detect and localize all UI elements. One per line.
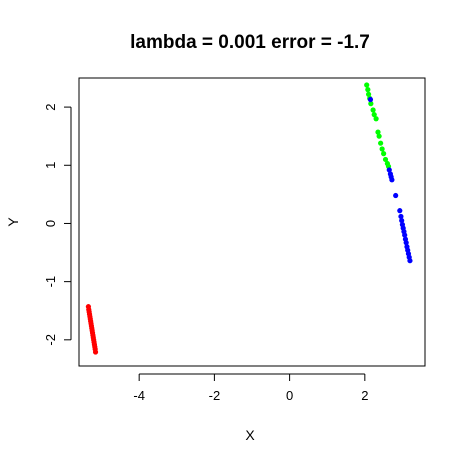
data-point [386, 167, 392, 173]
data-point [407, 258, 413, 264]
data-point [389, 177, 395, 183]
chart-title: lambda = 0.001 error = -1.7 [130, 32, 370, 53]
data-point [365, 87, 371, 93]
data-point [399, 217, 405, 224]
data-point [403, 240, 409, 246]
y-tick-label: -1 [43, 276, 58, 288]
data-point [364, 82, 370, 88]
x-tick-label: -4 [133, 388, 145, 403]
plot-frame [78, 77, 426, 367]
data-point [370, 107, 376, 113]
data-point [393, 192, 399, 199]
y-axis-label: Y [5, 217, 21, 227]
y-tick-label: 2 [43, 103, 58, 110]
data-point [367, 96, 374, 103]
x-axis-label: X [245, 427, 255, 443]
data-point [378, 140, 384, 146]
data-point [365, 91, 372, 97]
y-axis: -2 -1 0 1 2 [43, 103, 72, 346]
x-tick-label: -2 [209, 388, 221, 403]
y-tick-label: -2 [43, 334, 58, 346]
data-point [376, 133, 382, 139]
x-tick-label: 2 [361, 388, 368, 403]
x-axis: -4 -2 0 2 [133, 373, 368, 403]
data-point [398, 213, 404, 220]
data-point [397, 208, 403, 214]
data-point [371, 112, 377, 118]
data-points [85, 82, 413, 355]
data-point [402, 232, 408, 238]
y-tick-label: 0 [43, 220, 58, 227]
data-point [379, 146, 385, 152]
data-point [381, 151, 387, 157]
data-point [368, 101, 374, 107]
data-point [382, 156, 389, 163]
data-point [92, 349, 99, 355]
data-point [373, 116, 379, 122]
x-tick-label: 0 [286, 388, 293, 403]
data-point [375, 129, 381, 135]
y-tick-label: 1 [43, 162, 58, 169]
